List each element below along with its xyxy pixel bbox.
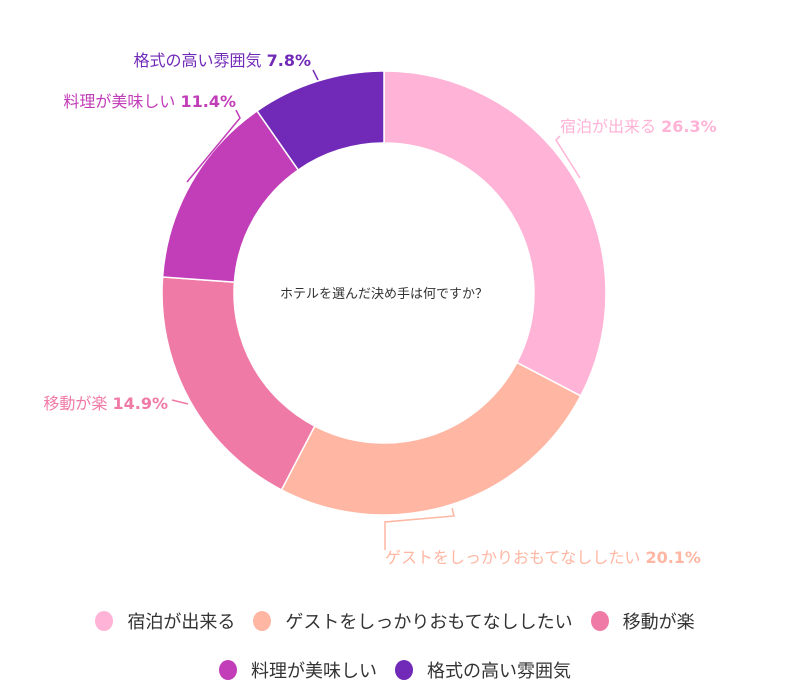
data-label-value: 20.1%	[645, 548, 701, 567]
legend-label: 格式の高い雰囲気	[427, 661, 571, 682]
legend-row-1: 宿泊が出来る ゲストをしっかりおもてなししたい 移動が楽	[0, 608, 790, 634]
leader-line	[312, 69, 319, 81]
legend-item[interactable]: 宿泊が出来る	[95, 608, 235, 634]
donut-slice[interactable]	[161, 276, 316, 491]
data-label-category: 宿泊が出来る	[560, 117, 661, 136]
center-text: ホテルを選んだ決め手は何ですか？	[280, 286, 488, 302]
data-label-value: 11.4%	[180, 92, 236, 111]
donut-chart: 宿泊が出来る 26.3% ゲストをしっかりおもてなししたい 20.1% 移動が楽 1…	[43, 51, 717, 567]
data-label-category: 格式の高い雰囲気	[134, 51, 267, 70]
donut-slice[interactable]	[280, 361, 582, 516]
legend-label: 宿泊が出来る	[127, 612, 236, 633]
legend-marker-icon	[253, 611, 272, 631]
leader-line	[555, 135, 581, 179]
data-label: 格式の高い雰囲気 7.8%	[134, 51, 311, 70]
legend-label: ゲストをしっかりおもてなししたい	[285, 612, 573, 633]
data-label: 宿泊が出来る 26.3%	[560, 117, 717, 136]
legend-label: 移動が楽	[622, 612, 695, 633]
data-label-value: 7.8%	[267, 51, 311, 70]
data-label: 料理が美味しい 11.4%	[63, 92, 236, 111]
legend-marker-icon	[95, 611, 114, 631]
leader-line	[384, 507, 455, 550]
data-label-category: 移動が楽	[43, 394, 112, 413]
data-label-value: 26.3%	[661, 117, 717, 136]
leader-line	[186, 109, 241, 183]
donut-slice[interactable]	[383, 70, 607, 397]
legend-item[interactable]: 移動が楽	[590, 608, 695, 634]
data-label-value: 14.9%	[112, 394, 168, 413]
data-label-category: ゲストをしっかりおもてなししたい	[385, 548, 645, 567]
legend-marker-icon	[590, 611, 609, 631]
legend-label: 料理が美味しい	[251, 661, 377, 682]
leader-line	[171, 399, 189, 405]
data-label: 移動が楽 14.9%	[43, 394, 168, 413]
donut-slice[interactable]	[255, 70, 385, 171]
legend-marker-icon	[395, 660, 413, 680]
legend-item[interactable]: ゲストをしっかりおもてなししたい	[253, 608, 573, 634]
legend-item[interactable]: 料理が美味しい	[219, 657, 377, 683]
data-label: ゲストをしっかりおもてなししたい 20.1%	[385, 548, 701, 567]
legend-marker-icon	[219, 660, 237, 680]
data-label-category: 料理が美味しい	[63, 92, 180, 111]
legend-row-2: 料理が美味しい 格式の高い雰囲気	[0, 657, 790, 683]
legend-item[interactable]: 格式の高い雰囲気	[395, 657, 571, 683]
